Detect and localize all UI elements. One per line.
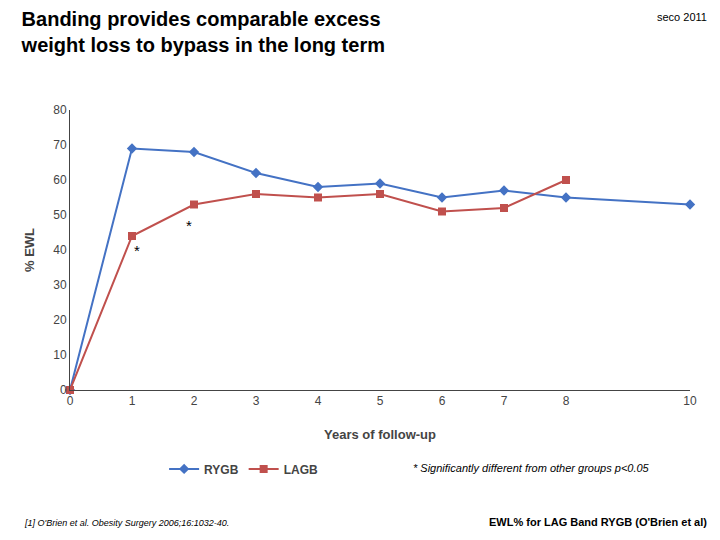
svg-text:6: 6 [439,394,446,408]
svg-text:RYGB: RYGB [204,463,239,477]
svg-text:2: 2 [191,394,198,408]
svg-text:10: 10 [683,394,697,408]
svg-text:4: 4 [315,394,322,408]
svg-text:% EWL: % EWL [22,228,37,272]
svg-text:80: 80 [53,103,67,117]
svg-text:70: 70 [53,138,67,152]
svg-text:EWL% for LAG Band RYGB (O'Brie: EWL% for LAG Band RYGB (O'Brien et al) [489,516,707,528]
svg-text:3: 3 [253,394,260,408]
svg-text:8: 8 [563,394,570,408]
svg-text:*: * [134,242,140,259]
svg-text:50: 50 [53,208,67,222]
svg-text:0: 0 [67,394,74,408]
svg-text:7: 7 [501,394,508,408]
svg-text:Years of follow-up: Years of follow-up [324,427,436,442]
svg-text:*: * [186,217,192,234]
svg-text:[1] O'Brien et al. Obesity Sur: [1] O'Brien et al. Obesity Surgery 2006;… [24,518,229,528]
svg-text:0: 0 [60,383,67,397]
svg-text:20: 20 [53,313,67,327]
svg-text:LAGB: LAGB [284,463,318,477]
svg-text:60: 60 [53,173,67,187]
svg-text:10: 10 [53,348,67,362]
svg-text:1: 1 [129,394,136,408]
svg-text:30: 30 [53,278,67,292]
svg-text:Banding provides comparable ex: Banding provides comparable excessweight… [21,8,385,56]
svg-text:5: 5 [377,394,384,408]
svg-text:40: 40 [53,243,67,257]
svg-text:seco 2011: seco 2011 [657,11,707,23]
svg-text:* Significantly different from: * Significantly different from other gro… [413,462,650,474]
